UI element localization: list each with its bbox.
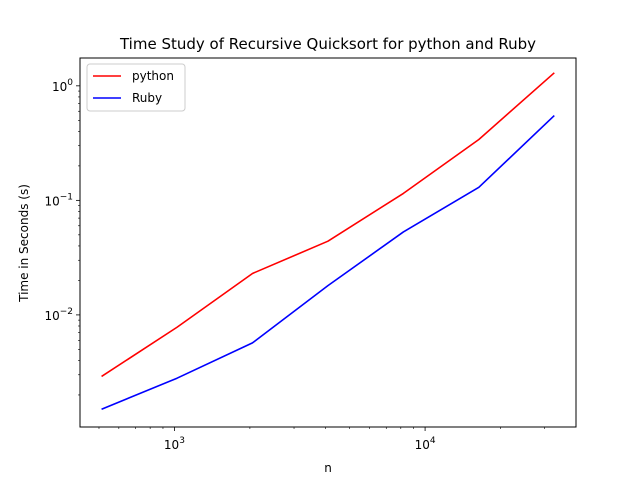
series-line-ruby [101, 114, 555, 410]
y-tick-label: 10−2 [44, 307, 73, 323]
legend-label-ruby: Ruby [132, 91, 162, 105]
chart-title: Time Study of Recursive Quicksort for py… [119, 35, 536, 53]
legend-label-python: python [132, 69, 174, 83]
y-tick-label: 100 [52, 78, 73, 94]
x-tick-label: 103 [164, 436, 185, 452]
y-tick-label: 10−1 [44, 192, 73, 208]
legend: python Ruby [86, 63, 186, 112]
series-layer [101, 72, 555, 410]
y-axis-label: Time in Seconds (s) [17, 184, 31, 303]
major-ticks [76, 85, 426, 431]
plot-frame [79, 57, 577, 428]
x-tick-label: 104 [415, 436, 436, 452]
series-line-python [101, 72, 555, 378]
x-axis-label: n [324, 461, 332, 475]
tick-labels: 103 104 10−2 10−1 100 [44, 78, 435, 452]
